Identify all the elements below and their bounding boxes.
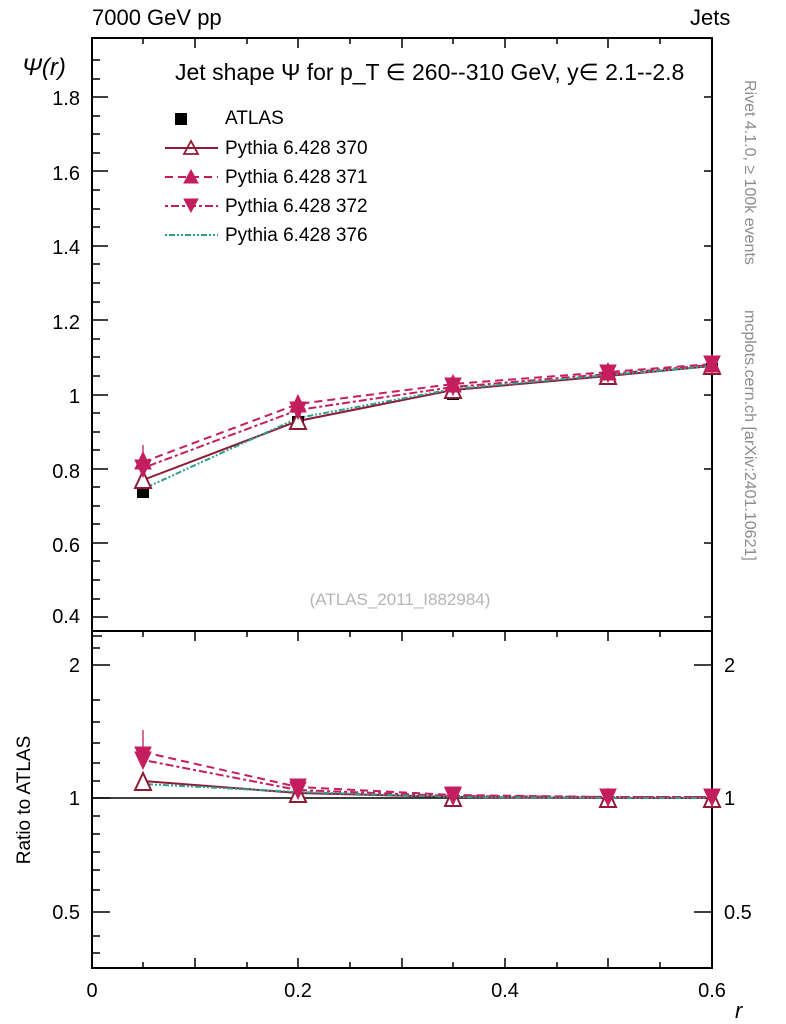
line-pythia-370[interactable]	[143, 366, 712, 480]
ratio-series-pythia-370[interactable]	[135, 773, 720, 807]
svg-text:0.5: 0.5	[724, 902, 752, 924]
x-axis-label: r	[735, 998, 744, 1023]
svg-text:0.8: 0.8	[52, 461, 80, 483]
svg-text:0.6: 0.6	[52, 535, 80, 557]
series-pythia-370[interactable]	[135, 357, 720, 488]
svg-text:1: 1	[724, 788, 735, 810]
chart-main-title: Jet shape Ψ for p_T ∈ 260--310 GeV, y∈ 2…	[175, 59, 684, 85]
top-panel-yticks: 1.8 1.6 1.4 1.2 1 0.8 0.6 0.4	[52, 88, 80, 628]
legend-label-372: Pythia 6.428 372	[225, 196, 368, 217]
series-atlas[interactable]	[137, 363, 718, 498]
xtick-0: 0	[86, 980, 97, 1002]
rivet-label: Rivet 4.1.0, ≥ 100k events	[741, 80, 758, 265]
x-axis-ticklabels: 0 0.2 0.4 0.6	[86, 980, 725, 1002]
bottom-panel-border	[92, 631, 712, 968]
line-pythia-376[interactable]	[143, 366, 712, 489]
chart-legend: ATLAS Pythia 6.428 370 Pythia 6.428 371 …	[165, 108, 368, 246]
bottom-panel-x-ticks-bottom	[92, 958, 712, 968]
svg-text:1.2: 1.2	[52, 312, 80, 334]
watermark-label: (ATLAS_2011_I882984)	[310, 590, 491, 609]
svg-text:0.4: 0.4	[52, 606, 80, 628]
top-left-label: 7000 GeV pp	[92, 5, 222, 30]
svg-text:0.5: 0.5	[52, 902, 80, 924]
bottom-panel-yticks: 2 1 0.5	[52, 655, 80, 924]
bottom-panel-x-ticks-top	[143, 631, 660, 641]
y-axis-label-bottom: Ratio to ATLAS	[14, 736, 35, 865]
arxiv-label: mcplots.cern.ch [arXiv:2401.10621]	[741, 310, 758, 561]
top-panel-data-series[interactable]	[135, 355, 720, 498]
svg-text:1: 1	[69, 788, 80, 810]
top-panel-top-ticks	[143, 38, 660, 48]
ratio-line-pythia-376[interactable]	[143, 784, 712, 798]
top-right-label: Jets	[690, 5, 730, 30]
svg-text:1.6: 1.6	[52, 163, 80, 185]
svg-text:2: 2	[724, 655, 735, 677]
xtick-0.4: 0.4	[491, 980, 519, 1002]
legend-label-376: Pythia 6.428 376	[225, 225, 368, 246]
bottom-panel-left-ticks	[92, 636, 110, 953]
bottom-panel-right-yticks: 2 1 0.5	[724, 655, 752, 924]
ratio-line-pythia-371[interactable]	[143, 752, 712, 797]
xtick-0.6: 0.6	[698, 980, 726, 1002]
legend-label-370: Pythia 6.428 370	[225, 138, 368, 159]
jet-shape-chart: 7000 GeV pp Jets Ψ(r) 1.8 1.6 1.4 1.2 1 …	[0, 0, 786, 1024]
y-axis-label-top: Ψ(r)	[22, 54, 66, 81]
svg-text:1.8: 1.8	[52, 88, 80, 110]
legend-label-371: Pythia 6.428 371	[225, 167, 368, 188]
svg-text:2: 2	[69, 655, 80, 677]
line-pythia-372[interactable]	[143, 365, 712, 468]
svg-text:1.4: 1.4	[52, 237, 80, 259]
svg-text:1: 1	[69, 386, 80, 408]
bottom-panel-data-series[interactable]	[135, 730, 720, 807]
top-panel-left-ticks	[92, 60, 108, 617]
xtick-0.2: 0.2	[284, 980, 312, 1002]
top-panel-border	[92, 38, 712, 631]
ratio-line-pythia-372[interactable]	[143, 760, 712, 797]
legend-label-atlas: ATLAS	[225, 108, 284, 129]
